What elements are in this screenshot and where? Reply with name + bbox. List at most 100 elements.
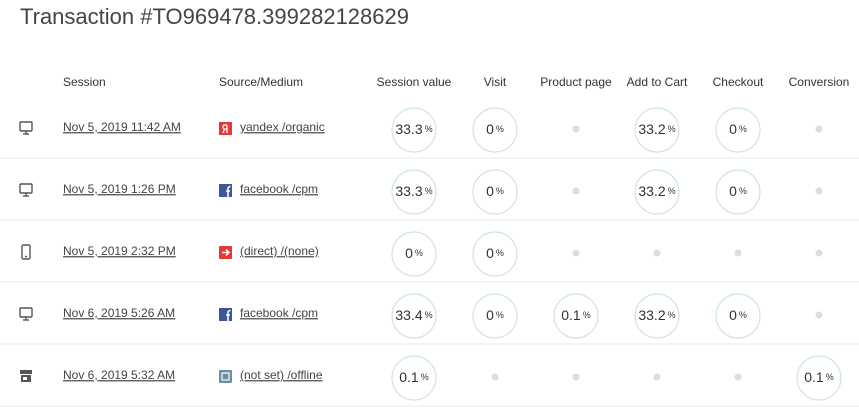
- empty-dot: [653, 373, 661, 381]
- cell-value: 0%: [405, 245, 423, 261]
- value-unit: %: [739, 124, 747, 134]
- cell-value: 0.1%: [561, 307, 590, 323]
- column-header: Add to Cart: [627, 75, 688, 89]
- source-link[interactable]: yandex /organic: [240, 120, 325, 134]
- column-header: Visit: [484, 75, 507, 89]
- device-icon: [19, 307, 33, 321]
- column-header: Source/Medium: [219, 75, 303, 89]
- source-link[interactable]: (direct) /(none): [240, 244, 319, 258]
- value-circle: [391, 169, 437, 215]
- empty-dot: [815, 311, 823, 319]
- column-header: Session value: [377, 75, 452, 89]
- value-number: 33.3: [395, 121, 422, 137]
- empty-dot: [572, 125, 580, 133]
- value-unit: %: [496, 310, 504, 320]
- source-link[interactable]: (not set) /offline: [240, 368, 323, 382]
- facebook-glyph: [226, 185, 231, 197]
- store-roof: [20, 370, 32, 374]
- cell-value: 33.2%: [638, 183, 675, 199]
- value-number: 0: [729, 307, 737, 323]
- cell-value: 0%: [486, 121, 504, 137]
- column-header: Checkout: [713, 75, 764, 89]
- source-icon: [219, 184, 232, 197]
- value-circle: [472, 293, 518, 339]
- cell-value: 0%: [729, 183, 747, 199]
- value-unit: %: [496, 248, 504, 258]
- cell-value: 33.2%: [638, 307, 675, 323]
- cell-value: 0%: [729, 121, 747, 137]
- empty-dot: [572, 373, 580, 381]
- source-icon: [219, 246, 232, 259]
- value-unit: %: [826, 372, 834, 382]
- value-number: 0: [486, 121, 494, 137]
- store-door: [23, 377, 27, 380]
- value-unit: %: [425, 186, 433, 196]
- value-circle: [796, 355, 842, 401]
- value-circle: [715, 169, 761, 215]
- value-number: 0: [486, 245, 494, 261]
- value-unit: %: [425, 124, 433, 134]
- notset-glyph: [221, 372, 230, 381]
- cell-value: 33.3%: [395, 121, 432, 137]
- cell-value: 0%: [486, 245, 504, 261]
- cell-value: 0%: [486, 183, 504, 199]
- empty-dot: [734, 249, 742, 257]
- value-unit: %: [668, 186, 676, 196]
- session-link[interactable]: Nov 5, 2019 11:42 AM: [63, 120, 181, 134]
- session-link[interactable]: Nov 5, 2019 2:32 PM: [63, 244, 176, 258]
- value-unit: %: [668, 310, 676, 320]
- cell-value: 33.2%: [638, 121, 675, 137]
- value-circle: [391, 107, 437, 153]
- value-circle: [715, 293, 761, 339]
- monitor: [19, 183, 33, 194]
- cell-value: 33.3%: [395, 183, 432, 199]
- monitor: [19, 121, 33, 132]
- value-circle: [634, 107, 680, 153]
- value-number: 0: [729, 183, 737, 199]
- page-title: Transaction #TO969478.399282128629: [20, 4, 409, 29]
- device-icon: [19, 121, 33, 135]
- value-number: 0.1: [399, 369, 419, 385]
- empty-dot: [491, 373, 499, 381]
- value-unit: %: [421, 372, 429, 382]
- cell-value: 0.1%: [399, 369, 428, 385]
- yandex-glyph: [222, 124, 228, 134]
- value-circle: [715, 107, 761, 153]
- value-number: 0.1: [804, 369, 824, 385]
- session-link[interactable]: Nov 5, 2019 1:26 PM: [63, 182, 176, 196]
- value-number: 0: [405, 245, 413, 261]
- facebook-glyph: [226, 309, 231, 321]
- empty-dot: [653, 249, 661, 257]
- cell-value: 33.4%: [395, 307, 432, 323]
- value-unit: %: [496, 124, 504, 134]
- source-icon: [219, 370, 232, 383]
- source-link[interactable]: facebook /cpm: [240, 182, 318, 196]
- cell-value: 0%: [486, 307, 504, 323]
- device-icon: [20, 370, 32, 382]
- column-header: Session: [63, 75, 106, 89]
- source-icon: [219, 308, 232, 321]
- session-link[interactable]: Nov 6, 2019 5:32 AM: [63, 368, 175, 382]
- notset-bg: [219, 370, 232, 383]
- value-circle: [472, 231, 518, 277]
- value-circle: [634, 293, 680, 339]
- value-number: 33.3: [395, 183, 422, 199]
- value-unit: %: [415, 248, 423, 258]
- value-number: 0: [486, 183, 494, 199]
- device-icon: [19, 183, 33, 197]
- value-circle: [391, 231, 437, 277]
- value-unit: %: [739, 186, 747, 196]
- value-circle: [634, 169, 680, 215]
- session-link[interactable]: Nov 6, 2019 5:26 AM: [63, 306, 175, 320]
- value-number: 0: [486, 307, 494, 323]
- empty-dot: [815, 187, 823, 195]
- empty-dot: [572, 249, 580, 257]
- empty-dot: [815, 249, 823, 257]
- empty-dot: [572, 187, 580, 195]
- source-link[interactable]: facebook /cpm: [240, 306, 318, 320]
- value-circle: [391, 293, 437, 339]
- source-icon: [219, 122, 232, 135]
- value-number: 33.4: [395, 307, 422, 323]
- column-header: Product page: [540, 75, 612, 89]
